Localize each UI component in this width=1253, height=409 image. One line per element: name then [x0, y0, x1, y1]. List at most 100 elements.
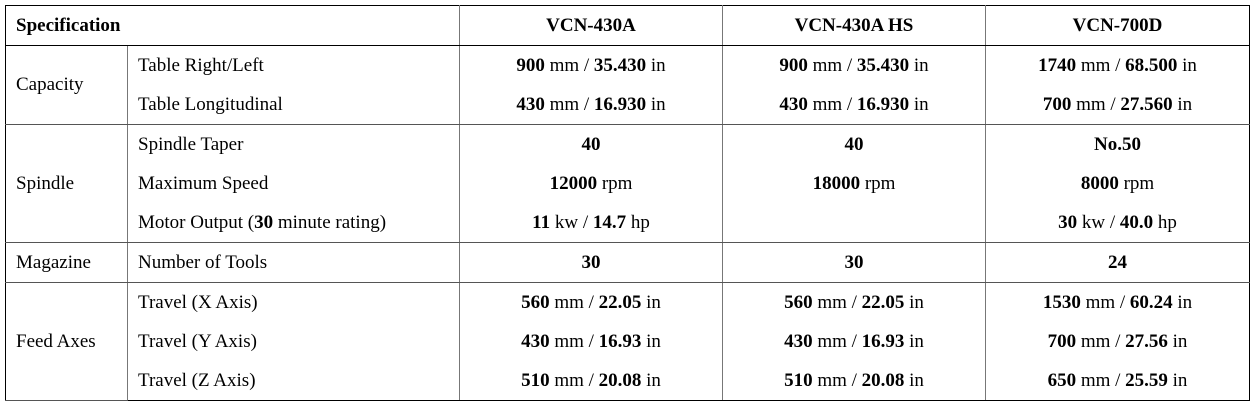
text-run: rpm [1118, 172, 1155, 194]
text-run: in [904, 291, 924, 313]
value-cell: 700 mm / 27.56 in [985, 322, 1250, 361]
row-label: Motor Output (30 minute rating) [127, 203, 460, 243]
text-run: 35.430 [856, 54, 910, 76]
value-cell: 18000 rpm [722, 164, 986, 203]
value-cell: No.50 [985, 124, 1250, 164]
spec-row: Travel (Z Axis) 510 mm / 20.08 in 510 mm /… [6, 361, 1250, 401]
text-run: 16.93 [861, 330, 905, 352]
text-run: mm / [1080, 291, 1130, 313]
text-run: mm / [812, 369, 862, 391]
spec-row: Travel (Y Axis) 430 mm / 16.93 in 430 mm /… [6, 322, 1250, 361]
text-run: 900 [779, 54, 808, 76]
header-cell: Specification [5, 5, 460, 46]
text-run: 1530 [1042, 291, 1081, 313]
text-run: rpm [860, 172, 896, 194]
text-run: 16.930 [593, 93, 647, 115]
value-cell: 8000 rpm [985, 164, 1250, 203]
value-cell: 40 [459, 124, 723, 164]
table-body: Specification VCN-430A VCN-430A HS VCN-7… [5, 5, 1250, 401]
value-cell: 30 kw / 40.0 hp [985, 203, 1250, 243]
text-run: in [641, 291, 661, 313]
value-cell: 1740 mm / 68.500 in [985, 45, 1250, 85]
spec-row: Maximum Speed 12000 rpm 18000 rpm 8000 rpm [6, 164, 1250, 203]
text-run: Motor Output ( [138, 211, 255, 233]
text-run: 430 [516, 93, 545, 115]
text-run: in [641, 330, 661, 352]
row-label: Travel (Y Axis) [127, 322, 460, 361]
text-run: 30 [581, 251, 601, 273]
text-run: 650 [1047, 369, 1077, 391]
text-run: 24 [1108, 251, 1127, 273]
text-run: No.50 [1094, 133, 1141, 155]
text-run: mm / [549, 330, 599, 352]
text-run: Table Right/Left [138, 54, 264, 76]
value-cell [722, 203, 986, 243]
text-run: 30 [1058, 211, 1078, 233]
text-run: 27.56 [1125, 330, 1168, 352]
text-run: mm / [807, 93, 857, 115]
text-run: in [1172, 93, 1193, 115]
text-run: mm / [549, 369, 599, 391]
text-run: 18000 [812, 172, 861, 194]
text-run: Spindle Taper [138, 133, 244, 155]
text-run: in [641, 369, 661, 391]
text-run: 8000 [1080, 172, 1119, 194]
text-run: mm / [544, 54, 594, 76]
text-run: 22.05 [598, 291, 642, 313]
text-run: mm / [1071, 93, 1121, 115]
text-run: hp [626, 211, 650, 233]
spec-row: Spindle Spindle Taper 40 40 No.50 [5, 124, 1250, 243]
text-run: hp [1153, 211, 1177, 233]
text-run: 30 [844, 251, 864, 273]
text-run: 510 [784, 369, 813, 391]
text-run: in [904, 369, 924, 391]
text-run: 40 [844, 133, 864, 155]
text-run: kw / [1077, 211, 1120, 233]
value-cell: 430 mm / 16.93 in [722, 322, 986, 361]
text-run: 1740 [1038, 54, 1077, 76]
value-cell: 11 kw / 14.7 hp [459, 203, 723, 243]
text-run: 40.0 [1119, 211, 1154, 233]
text-run: 900 [516, 54, 545, 76]
text-run: 20.08 [598, 369, 642, 391]
text-run: in [646, 54, 666, 76]
section-cell: Spindle [5, 124, 128, 243]
value-cell: 430 mm / 16.930 in [459, 85, 723, 125]
section-cell: Feed Axes [5, 282, 128, 401]
text-run: in [909, 54, 929, 76]
text-run: in [1167, 369, 1188, 391]
spec-table: Specification VCN-430A VCN-430A HS VCN-7… [5, 5, 1250, 401]
value-cell: 700 mm / 27.560 in [985, 85, 1250, 125]
text-run: 30 [254, 211, 274, 233]
value-cell: 900 mm / 35.430 in [459, 45, 723, 85]
row-label: Table Right/Left [127, 45, 460, 85]
text-run: 560 [521, 291, 550, 313]
row-label: Maximum Speed [127, 164, 460, 203]
value-cell: 510 mm / 20.08 in [722, 361, 986, 401]
text-run: 25.59 [1125, 369, 1168, 391]
value-cell: 900 mm / 35.430 in [722, 45, 986, 85]
text-run: in [909, 93, 929, 115]
text-run: 40 [581, 133, 601, 155]
header-cell: VCN-430A HS [722, 5, 986, 46]
value-cell: 24 [985, 242, 1250, 283]
spec-row: Motor Output (30 minute rating) 11 kw / 1… [6, 203, 1250, 243]
header-cell: VCN-700D [985, 5, 1250, 46]
text-run: 20.08 [861, 369, 905, 391]
value-cell: 560 mm / 22.05 in [459, 282, 723, 322]
spec-row: Capacity Table Right/Left 900 mm / 35.430 … [5, 45, 1250, 125]
text-run: minute rating) [273, 211, 387, 233]
text-run: 430 [784, 330, 813, 352]
text-run: in [1167, 330, 1188, 352]
text-run: Maximum Speed [138, 172, 269, 194]
text-run: mm / [1076, 54, 1126, 76]
row-label: Table Longitudinal [127, 85, 460, 125]
text-run: rpm [597, 172, 633, 194]
text-run: 560 [784, 291, 813, 313]
text-run: Number of Tools [138, 251, 268, 273]
text-run: 60.24 [1129, 291, 1173, 313]
value-cell: 12000 rpm [459, 164, 723, 203]
value-cell: 560 mm / 22.05 in [722, 282, 986, 322]
value-cell: 430 mm / 16.930 in [722, 85, 986, 125]
spec-row: Feed Axes Travel (X Axis) 560 mm / 22.05 i… [5, 282, 1250, 401]
